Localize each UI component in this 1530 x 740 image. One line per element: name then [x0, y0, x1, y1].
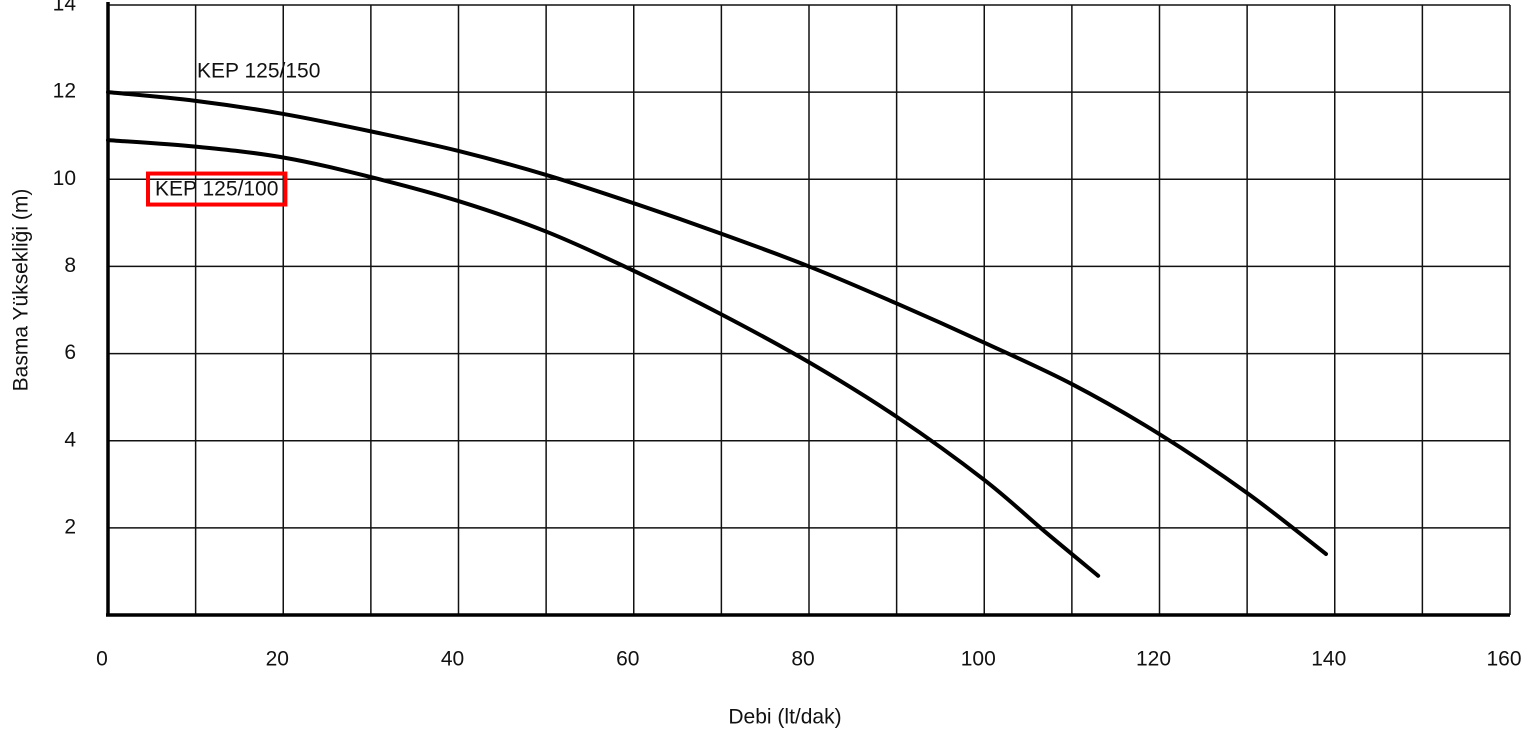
x-axis-label: Debi (lt/dak)	[728, 706, 841, 729]
y-tick-label: 6	[64, 341, 76, 364]
y-tick-label: 4	[64, 428, 76, 451]
curve	[106, 138, 1101, 578]
x-tick-label: 120	[1136, 648, 1171, 671]
x-tick-label: 80	[791, 648, 814, 671]
x-tick-label: 140	[1311, 648, 1346, 671]
y-tick-label: 10	[53, 167, 76, 190]
x-tick-label: 160	[1486, 648, 1521, 671]
y-tick-label: 2	[64, 515, 76, 538]
x-tick-label: 40	[441, 648, 464, 671]
x-tick-label: 100	[961, 648, 996, 671]
curve	[106, 90, 1328, 556]
x-tick-label: 20	[266, 648, 289, 671]
y-tick-label: 8	[64, 254, 76, 277]
series-label: KEP 125/100	[155, 178, 278, 201]
x-tick-label: 60	[616, 648, 639, 671]
y-tick-label: 12	[53, 80, 76, 103]
y-axis-label: Basma Yüksekliği (m)	[10, 189, 33, 392]
series-label: KEP 125/150	[197, 60, 320, 83]
y-tick-label: 14	[53, 0, 77, 16]
x-tick-label: 0	[96, 648, 108, 671]
highlight-box	[146, 171, 288, 207]
